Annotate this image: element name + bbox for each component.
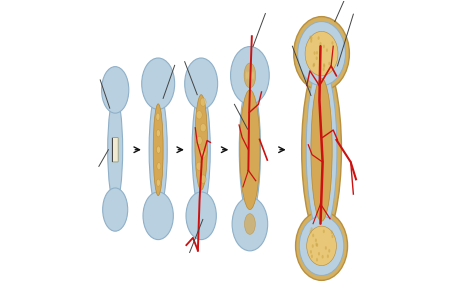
Ellipse shape: [196, 162, 202, 170]
Ellipse shape: [310, 36, 312, 40]
Ellipse shape: [310, 35, 311, 39]
Ellipse shape: [310, 230, 312, 234]
Ellipse shape: [108, 96, 123, 204]
Ellipse shape: [323, 63, 325, 67]
Ellipse shape: [230, 47, 269, 104]
Ellipse shape: [156, 179, 160, 186]
Ellipse shape: [296, 211, 347, 281]
Ellipse shape: [316, 258, 318, 262]
Ellipse shape: [185, 58, 218, 109]
Ellipse shape: [326, 48, 328, 52]
Ellipse shape: [323, 230, 325, 233]
Ellipse shape: [200, 124, 206, 132]
Ellipse shape: [142, 58, 174, 109]
Ellipse shape: [316, 56, 318, 60]
Ellipse shape: [323, 64, 325, 68]
Ellipse shape: [321, 255, 324, 259]
Ellipse shape: [200, 149, 206, 158]
Ellipse shape: [239, 83, 261, 217]
Ellipse shape: [157, 162, 161, 170]
Ellipse shape: [299, 216, 344, 275]
Ellipse shape: [248, 71, 250, 79]
Ellipse shape: [156, 113, 160, 120]
Ellipse shape: [319, 59, 321, 63]
Ellipse shape: [192, 90, 210, 209]
Ellipse shape: [328, 249, 330, 253]
Ellipse shape: [307, 226, 337, 266]
Ellipse shape: [325, 246, 327, 250]
Ellipse shape: [252, 71, 254, 79]
Ellipse shape: [319, 42, 321, 46]
Ellipse shape: [301, 61, 341, 238]
Ellipse shape: [323, 67, 325, 71]
Ellipse shape: [156, 130, 160, 137]
Ellipse shape: [316, 243, 318, 247]
Ellipse shape: [232, 197, 268, 251]
Ellipse shape: [312, 244, 314, 248]
Ellipse shape: [312, 64, 315, 67]
Ellipse shape: [310, 39, 312, 43]
Ellipse shape: [327, 254, 329, 258]
Ellipse shape: [196, 137, 202, 145]
Ellipse shape: [103, 188, 128, 231]
Ellipse shape: [200, 175, 206, 183]
Ellipse shape: [328, 62, 330, 65]
Ellipse shape: [245, 214, 255, 234]
FancyBboxPatch shape: [112, 138, 118, 162]
Ellipse shape: [196, 111, 202, 119]
Ellipse shape: [312, 234, 314, 237]
Ellipse shape: [149, 90, 167, 209]
Ellipse shape: [311, 78, 332, 221]
Ellipse shape: [313, 51, 316, 55]
Ellipse shape: [153, 104, 163, 196]
Ellipse shape: [318, 36, 319, 40]
Ellipse shape: [318, 252, 320, 256]
Ellipse shape: [195, 95, 208, 190]
Ellipse shape: [200, 98, 206, 106]
Ellipse shape: [315, 238, 317, 242]
Ellipse shape: [331, 41, 334, 45]
Ellipse shape: [240, 90, 260, 210]
Ellipse shape: [143, 192, 173, 240]
Ellipse shape: [310, 250, 312, 254]
Ellipse shape: [298, 22, 346, 86]
Ellipse shape: [305, 31, 338, 76]
Ellipse shape: [331, 230, 333, 234]
Ellipse shape: [313, 63, 315, 66]
Ellipse shape: [310, 227, 313, 231]
Ellipse shape: [250, 71, 252, 79]
Ellipse shape: [101, 67, 129, 113]
Ellipse shape: [311, 255, 313, 258]
Ellipse shape: [294, 17, 349, 90]
Ellipse shape: [316, 51, 318, 55]
Ellipse shape: [323, 45, 325, 48]
Ellipse shape: [186, 192, 216, 240]
Ellipse shape: [244, 63, 255, 88]
Ellipse shape: [331, 234, 334, 238]
Ellipse shape: [306, 66, 337, 234]
Ellipse shape: [246, 71, 248, 79]
Ellipse shape: [156, 146, 161, 154]
Ellipse shape: [315, 242, 318, 246]
